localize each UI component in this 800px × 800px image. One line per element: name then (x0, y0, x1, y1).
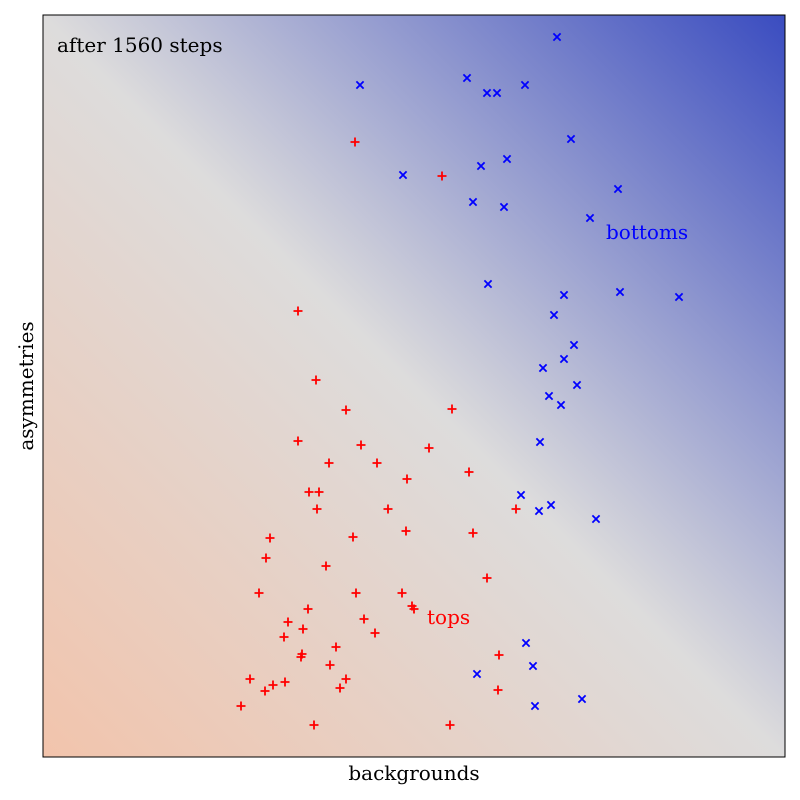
tops-point-0 (350, 137, 360, 147)
tops-point-49 (309, 720, 319, 730)
tops-point-22 (261, 553, 271, 563)
tops-point-3 (311, 375, 321, 385)
tops-point-10 (372, 458, 382, 468)
tops-point-32 (359, 614, 369, 624)
bottoms-point-9 (398, 170, 408, 180)
tops-point-42 (268, 680, 278, 690)
series-label-bottoms: bottoms (606, 220, 688, 244)
tops-point-45 (260, 686, 270, 696)
bottoms-point-10 (613, 184, 623, 194)
bottoms-point-21 (538, 363, 548, 373)
bottoms-point-7 (502, 154, 512, 164)
tops-point-8 (424, 443, 434, 453)
bottoms-point-11 (468, 197, 478, 207)
bottoms-point-20 (559, 354, 569, 364)
tops-point-6 (293, 436, 303, 446)
tops-point-20 (401, 526, 411, 536)
bottoms-point-30 (521, 638, 531, 648)
tops-point-5 (447, 404, 457, 414)
series-tops (236, 137, 521, 730)
bottoms-point-24 (556, 400, 566, 410)
tops-point-2 (293, 306, 303, 316)
tops-point-43 (280, 677, 290, 687)
tops-point-25 (254, 588, 264, 598)
tops-point-30 (303, 604, 313, 614)
series-bottoms (355, 32, 684, 711)
tops-point-7 (356, 440, 366, 450)
tops-point-41 (245, 674, 255, 684)
tops-point-40 (325, 660, 335, 670)
tops-point-9 (324, 458, 334, 468)
plot-frame (42, 14, 786, 758)
tops-point-19 (348, 532, 358, 542)
bottoms-point-22 (572, 380, 582, 390)
tops-point-14 (314, 487, 324, 497)
bottoms-point-31 (528, 661, 538, 671)
marks-layer (236, 32, 684, 730)
bottoms-point-23 (544, 391, 554, 401)
bottoms-point-18 (549, 310, 559, 320)
series-label-tops: tops (427, 605, 470, 629)
bottoms-point-5 (520, 80, 530, 90)
bottoms-point-16 (615, 287, 625, 297)
tops-point-1 (437, 171, 447, 181)
tops-point-33 (298, 624, 308, 634)
bottoms-point-29 (591, 514, 601, 524)
bottoms-point-17 (674, 292, 684, 302)
tops-point-34 (279, 632, 289, 642)
bottoms-point-19 (569, 340, 579, 350)
tops-point-35 (370, 628, 380, 638)
bottoms-point-14 (483, 279, 493, 289)
tops-point-16 (383, 504, 393, 514)
bottoms-point-4 (492, 88, 502, 98)
tops-point-17 (511, 504, 521, 514)
bottoms-point-6 (566, 134, 576, 144)
bottoms-point-26 (516, 490, 526, 500)
bottoms-point-2 (355, 80, 365, 90)
plot-background (43, 15, 785, 757)
tops-point-4 (341, 405, 351, 415)
tops-point-11 (464, 467, 474, 477)
bottoms-point-33 (577, 694, 587, 704)
tops-point-15 (312, 504, 322, 514)
bottoms-point-15 (559, 290, 569, 300)
bottoms-point-32 (472, 669, 482, 679)
bottoms-point-12 (499, 202, 509, 212)
bottoms-point-13 (585, 213, 595, 223)
tops-point-50 (445, 720, 455, 730)
tops-point-38 (331, 642, 341, 652)
tops-point-26 (351, 588, 361, 598)
bottoms-point-8 (476, 161, 486, 171)
tops-point-44 (341, 674, 351, 684)
bottoms-point-28 (534, 506, 544, 516)
bottoms-point-1 (462, 73, 472, 83)
tops-point-24 (482, 573, 492, 583)
x-axis-label: backgrounds (348, 761, 479, 785)
tops-point-48 (236, 701, 246, 711)
tops-point-47 (493, 685, 503, 695)
bottoms-point-34 (530, 701, 540, 711)
tops-point-39 (494, 650, 504, 660)
bottoms-point-3 (482, 88, 492, 98)
y-axis-label: asymmetries (14, 321, 38, 450)
tops-point-21 (468, 528, 478, 538)
tops-point-13 (304, 487, 314, 497)
tops-point-23 (321, 561, 331, 571)
bottoms-point-25 (535, 437, 545, 447)
tops-point-31 (283, 617, 293, 627)
tops-point-27 (397, 588, 407, 598)
tops-point-12 (402, 474, 412, 484)
tops-point-46 (335, 683, 345, 693)
series-labels: tops bottoms (427, 220, 688, 629)
tops-point-29 (409, 604, 419, 614)
bottoms-point-27 (546, 500, 556, 510)
tops-point-18 (265, 533, 275, 543)
steps-annotation: after 1560 steps (57, 33, 223, 57)
tops-point-37 (297, 649, 307, 659)
bottoms-point-0 (552, 32, 562, 42)
